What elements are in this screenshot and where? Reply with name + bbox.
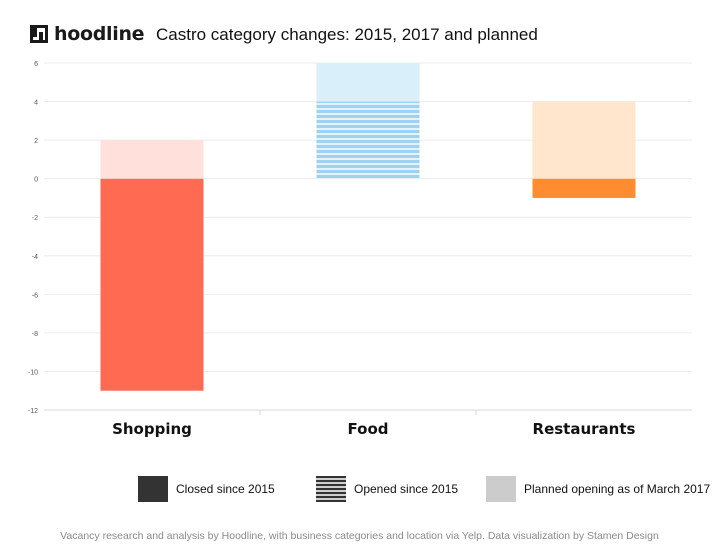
- bar-shopping-closed: [100, 178, 204, 391]
- legend-opened: Opened since 2015: [316, 476, 458, 502]
- chart-title: Castro category changes: 2015, 2017 and …: [156, 25, 538, 44]
- legend-planned-label: Planned opening as of March 2017: [524, 482, 711, 496]
- legend-closed-swatch: [138, 476, 168, 502]
- bar-food-opened: [316, 101, 420, 179]
- y-tick-label: 4: [34, 100, 38, 107]
- bar-restaurants-closed: [532, 178, 636, 198]
- legend-opened-swatch: [316, 476, 346, 502]
- legend-planned: Planned opening as of March 2017: [486, 476, 710, 502]
- bar-shopping-planned: [100, 140, 204, 179]
- y-tick-label: 2: [34, 138, 38, 145]
- legend-opened-label: Opened since 2015: [354, 482, 459, 496]
- x-category-label: Shopping: [112, 420, 192, 438]
- bar-chart: 6 4 2 0 -2 -4 -6 -8 -10 -12 Shopping Food Restaurant…: [28, 61, 692, 438]
- hoodline-logo: hoodline: [30, 22, 145, 46]
- hoodline-logo-icon: [30, 25, 48, 43]
- legend-closed: Closed since 2015: [138, 476, 275, 502]
- y-tick-label: -10: [28, 369, 38, 376]
- logo-text: hoodline: [54, 23, 145, 45]
- y-tick-label: -8: [32, 331, 38, 338]
- y-tick-label: -2: [32, 215, 38, 222]
- y-tick-label: -6: [32, 292, 38, 299]
- bar-restaurants-planned: [532, 101, 636, 179]
- legend-closed-label: Closed since 2015: [176, 482, 275, 496]
- bar-food-planned: [316, 63, 420, 102]
- y-tick-label: 0: [34, 177, 38, 184]
- y-tick-label: -4: [32, 254, 38, 261]
- footer-credit: Vacancy research and analysis by Hoodlin…: [60, 530, 659, 542]
- y-tick-label: 6: [34, 61, 38, 68]
- x-category-label: Restaurants: [533, 420, 636, 438]
- y-tick-label: -12: [28, 408, 38, 415]
- legend-planned-swatch: [486, 476, 516, 502]
- x-category-label: Food: [348, 420, 389, 438]
